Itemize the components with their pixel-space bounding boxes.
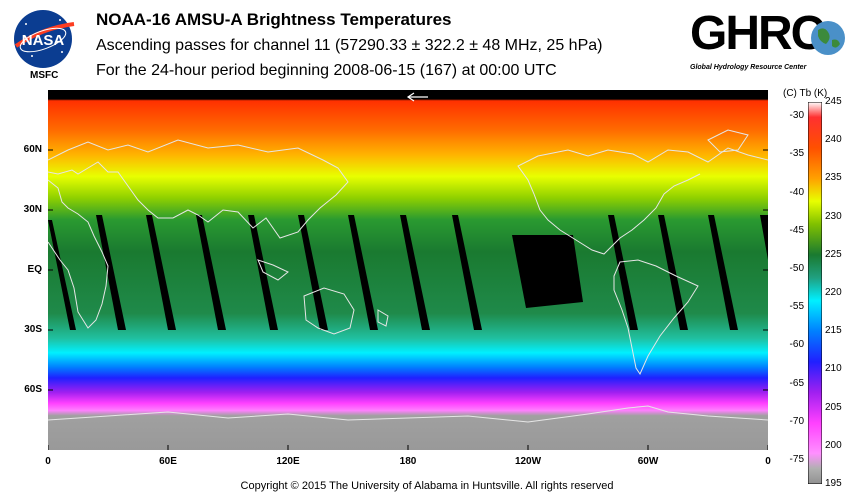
colorbar-kelvin-label: 200 bbox=[825, 439, 842, 451]
temperature-field bbox=[48, 90, 768, 450]
colorbar-celsius-label: -40 bbox=[789, 186, 804, 198]
colorbar-kelvin-label: 245 bbox=[825, 96, 842, 107]
colorbar-kelvin-label: 210 bbox=[825, 363, 842, 375]
latitude-label: 30N bbox=[23, 204, 42, 215]
nasa-msfc-label: MSFC bbox=[30, 70, 59, 81]
colorbar-kelvin-label: 225 bbox=[825, 248, 842, 260]
colorbar-kelvin-label: 215 bbox=[825, 325, 842, 337]
colorbar-celsius-label: -55 bbox=[789, 301, 804, 313]
ghrc-globe-icon bbox=[811, 21, 845, 55]
swath-gaps bbox=[48, 215, 768, 330]
longitude-label: 120E bbox=[276, 456, 300, 467]
scan-direction-arrow-icon bbox=[406, 92, 428, 102]
copyright-notice: Copyright © 2015 The University of Alaba… bbox=[240, 480, 614, 492]
page-title: NOAA-16 AMSU-A Brightness Temperatures bbox=[96, 10, 452, 29]
latitude-label: EQ bbox=[27, 264, 42, 275]
longitude-label: 120W bbox=[514, 456, 542, 467]
map-tick-marks bbox=[48, 149, 768, 450]
colorbar-kelvin-label: 195 bbox=[825, 478, 842, 489]
colorbar bbox=[808, 102, 822, 484]
colorbar-celsius-label: -65 bbox=[789, 377, 804, 389]
ghrc-subtitle: Global Hydrology Resource Center bbox=[690, 64, 807, 71]
longitude-label: 180 bbox=[399, 456, 417, 467]
colorbar-header: (C) Tb (K) bbox=[783, 88, 828, 99]
colorbar-celsius-label: -70 bbox=[789, 415, 804, 427]
colorbar-celsius-label: -45 bbox=[789, 224, 804, 236]
colorbar-kelvin-label: 220 bbox=[825, 287, 842, 298]
latitude-label: 60S bbox=[24, 384, 42, 395]
coastlines bbox=[48, 129, 768, 423]
longitude-label: 60E bbox=[159, 456, 177, 467]
colorbar-kelvin-label: 240 bbox=[825, 134, 842, 146]
nasa-logo-text: NASA bbox=[22, 32, 65, 49]
longitude-label: 60W bbox=[637, 456, 659, 467]
colorbar-celsius-label: -75 bbox=[789, 453, 804, 465]
latitude-label: 30S bbox=[24, 324, 42, 335]
nasa-logo: NASA bbox=[14, 10, 75, 68]
colorbar-celsius-label: -60 bbox=[789, 339, 804, 351]
page-subtitle: Ascending passes for channel 11 (57290.3… bbox=[96, 37, 603, 54]
brightness-temperature-map bbox=[48, 90, 768, 450]
ghrc-logo-text: GHRC bbox=[690, 7, 825, 60]
colorbar-kelvin-label: 230 bbox=[825, 210, 842, 222]
latitude-label: 60N bbox=[23, 144, 42, 155]
period-line: For the 24-hour period beginning 2008-06… bbox=[96, 62, 557, 79]
colorbar-celsius-label: -50 bbox=[789, 262, 804, 274]
longitude-label: 0 bbox=[765, 456, 771, 467]
colorbar-kelvin-label: 235 bbox=[825, 172, 842, 184]
longitude-label: 0 bbox=[45, 456, 51, 467]
colorbar-celsius-label: -35 bbox=[789, 148, 804, 160]
colorbar-kelvin-label: 205 bbox=[825, 401, 842, 413]
colorbar-celsius-label: -30 bbox=[789, 110, 804, 122]
